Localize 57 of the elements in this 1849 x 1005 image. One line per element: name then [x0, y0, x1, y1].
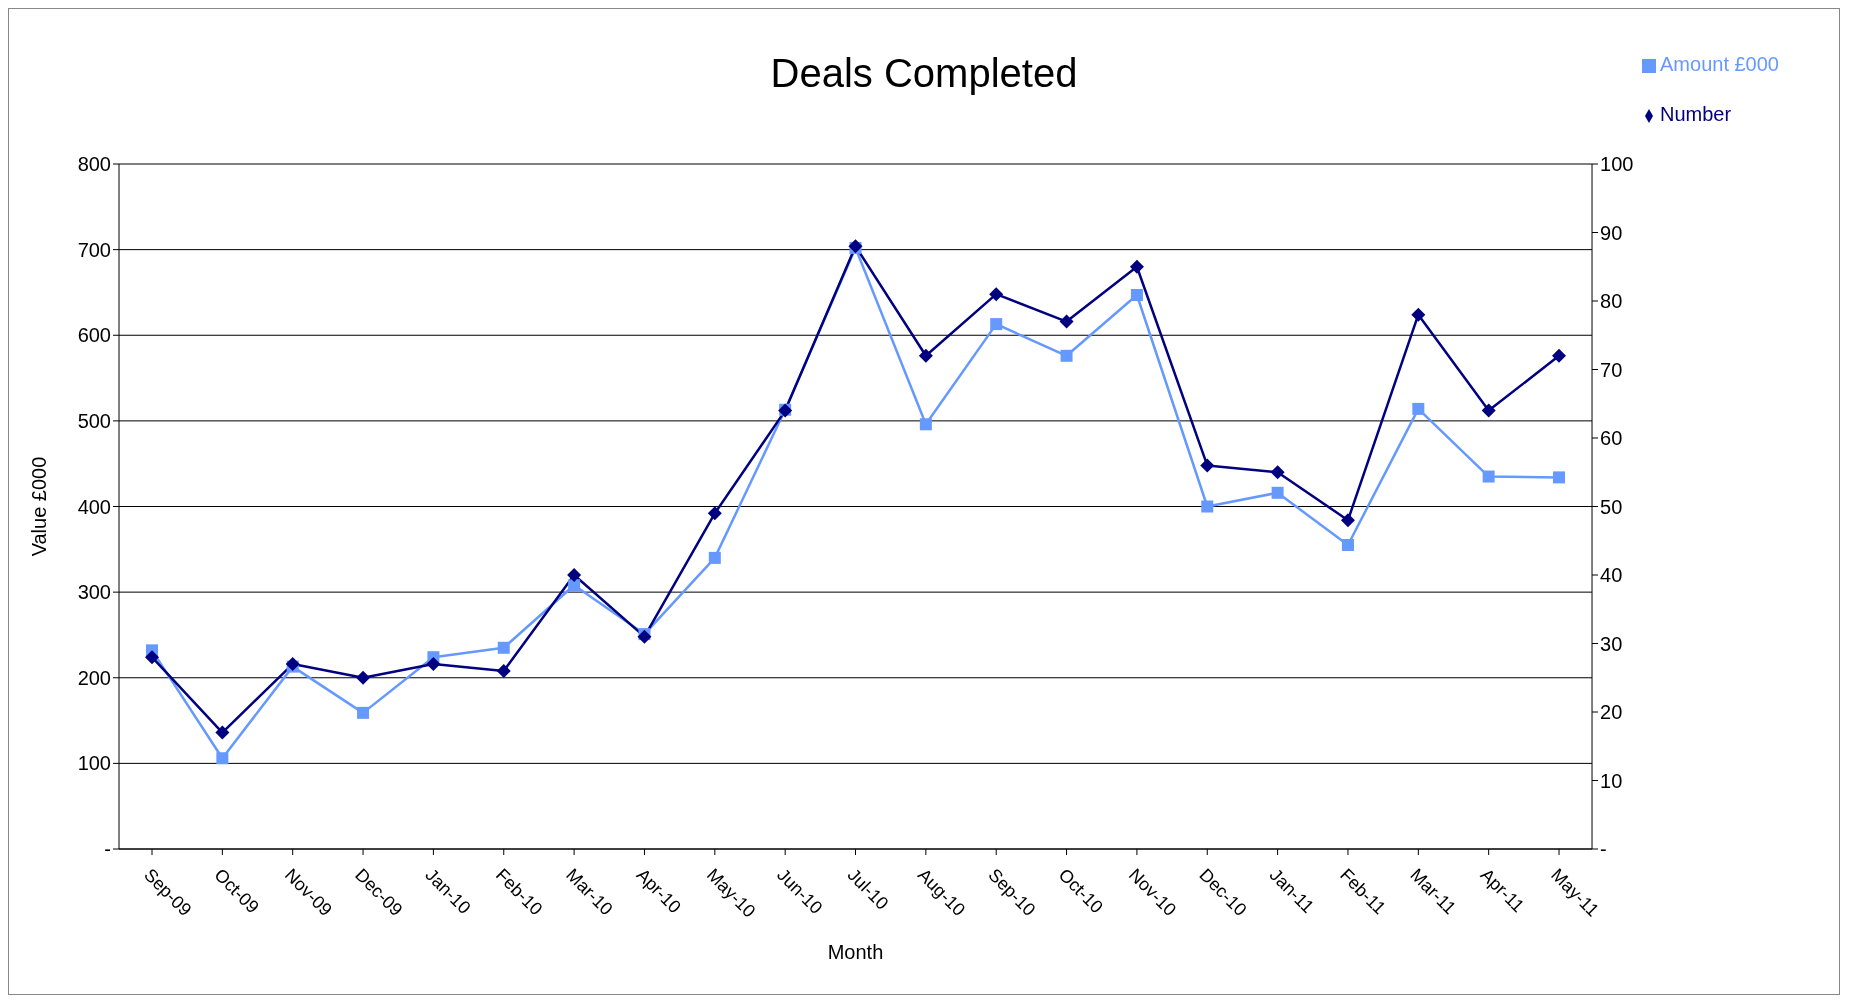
- y2-tick-label: 10: [1600, 769, 1623, 792]
- y-tick-label: 600: [77, 324, 111, 347]
- point: [567, 568, 582, 582]
- point: [1411, 307, 1426, 322]
- y-tick-label: 300: [77, 581, 111, 604]
- point: [989, 287, 1004, 302]
- point: [1201, 500, 1214, 513]
- point: [990, 318, 1003, 331]
- y-tick-label: 800: [77, 153, 111, 176]
- point: [426, 657, 441, 672]
- point: [1129, 259, 1144, 274]
- y2-tick-label: 40: [1600, 564, 1623, 587]
- point: [707, 506, 722, 521]
- y2-tick-label: 50: [1600, 495, 1623, 518]
- point: [496, 663, 511, 678]
- x-axis-title: Month: [827, 941, 884, 963]
- point: [1059, 314, 1074, 329]
- y2-tick-label: 20: [1600, 701, 1623, 724]
- point: [497, 641, 510, 654]
- point: [1412, 402, 1425, 415]
- point: [357, 706, 370, 719]
- y2-tick-label: 90: [1600, 221, 1623, 244]
- point: [1130, 289, 1143, 302]
- point: [568, 579, 581, 592]
- point: [1552, 348, 1567, 363]
- point: [356, 670, 371, 685]
- y-tick-label: 100: [77, 752, 111, 775]
- y2-tick-label: 80: [1600, 290, 1623, 313]
- y2-tick-label: 100: [1600, 153, 1634, 176]
- point: [708, 551, 721, 564]
- legend-label: Amount £000: [1660, 53, 1779, 75]
- y-tick-label: 400: [77, 495, 111, 518]
- y2-tick-label: -: [1600, 838, 1607, 861]
- y-tick-label: 500: [77, 409, 111, 432]
- y2-tick-label: 70: [1600, 358, 1623, 381]
- point: [1341, 539, 1354, 552]
- point: [918, 348, 933, 363]
- point: [1553, 471, 1566, 484]
- point: [145, 650, 159, 665]
- y-tick-label: 700: [77, 238, 111, 261]
- y-tick-label: 200: [77, 666, 111, 689]
- y-tick-label: -: [104, 838, 111, 861]
- point: [1482, 470, 1495, 483]
- chart-title: Deals Completed: [770, 51, 1078, 95]
- point: [1060, 349, 1073, 362]
- point: [1271, 486, 1284, 499]
- legend-label: Number: [1660, 103, 1732, 125]
- point: [1200, 458, 1215, 473]
- y2-tick-label: 60: [1600, 427, 1623, 450]
- point: [215, 725, 230, 740]
- point: [1481, 403, 1496, 418]
- point: [1270, 465, 1285, 480]
- y2-tick-label: 30: [1600, 632, 1623, 655]
- y-axis-title: Value £000: [28, 456, 51, 557]
- point: [919, 418, 932, 431]
- point: [216, 752, 229, 765]
- point: [1340, 513, 1355, 528]
